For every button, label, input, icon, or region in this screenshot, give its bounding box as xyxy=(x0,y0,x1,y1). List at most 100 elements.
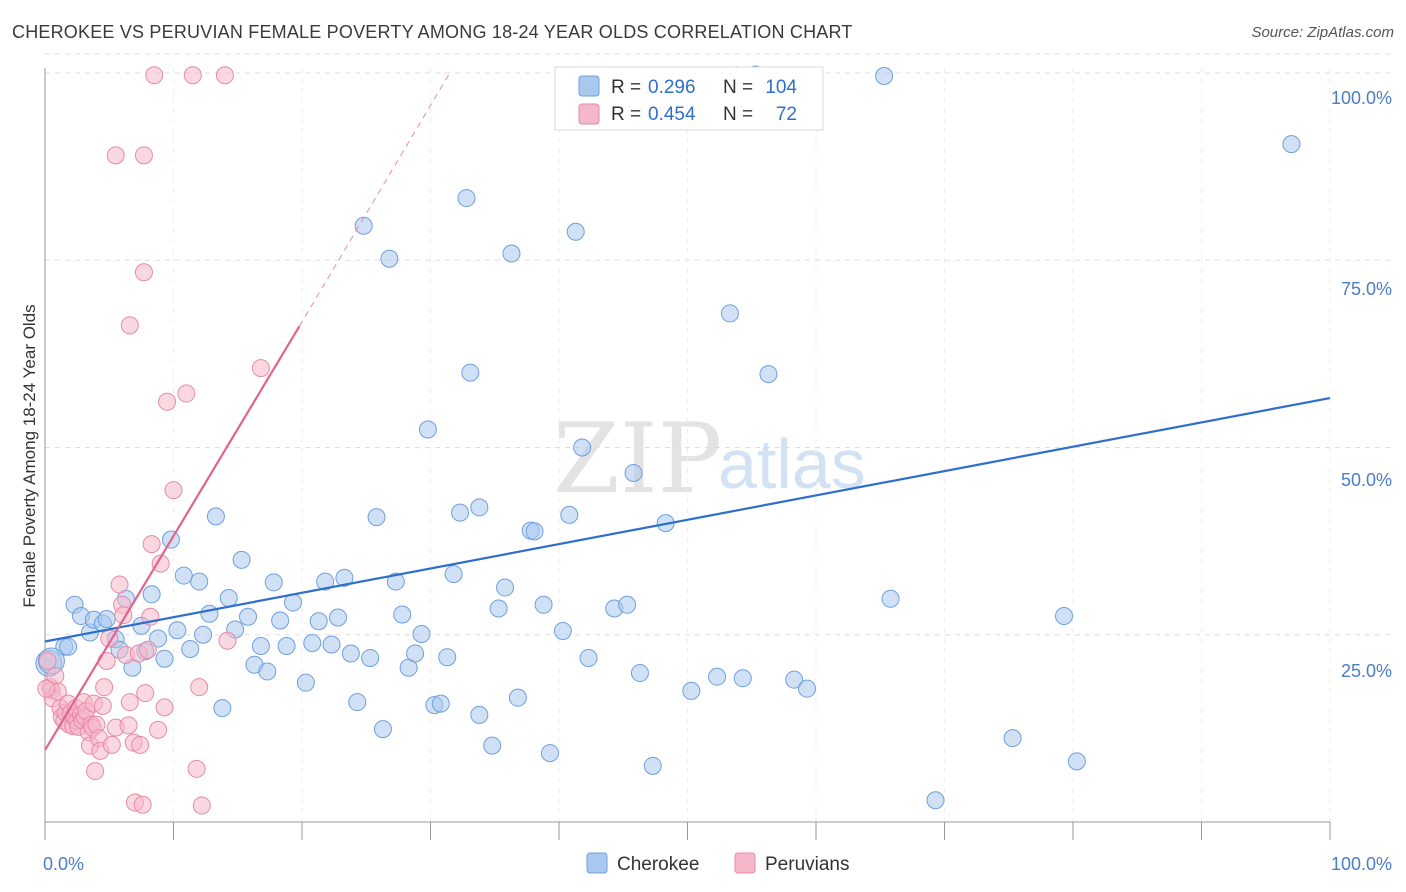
cherokee-point-39 xyxy=(303,633,322,652)
peruvian-trend-extension xyxy=(299,72,451,327)
peruvian-point-65 xyxy=(218,631,237,650)
legend-cherokee-label: Cherokee xyxy=(617,854,699,875)
y-tick-label-75: 75.0% xyxy=(1341,279,1392,299)
cherokee-point-52 xyxy=(386,572,405,591)
cherokee-point-97 xyxy=(881,589,900,608)
peruvian-point-62 xyxy=(190,678,209,697)
cherokee-point-29 xyxy=(232,550,251,569)
peruvian-n-value: 72 xyxy=(776,104,797,125)
x-axis-ticks xyxy=(44,822,1331,840)
cherokee-point-47 xyxy=(354,216,373,235)
cherokee-trend-line xyxy=(44,396,1331,643)
cherokee-point-94 xyxy=(785,670,804,689)
peruvian-point-42 xyxy=(119,716,138,735)
cherokee-point-84 xyxy=(630,663,649,682)
watermark-zip: ZIP xyxy=(553,403,722,515)
cherokee-point-26 xyxy=(213,699,232,718)
cherokee-point-8 xyxy=(97,610,116,629)
cherokee-point-98 xyxy=(926,791,945,810)
cherokee-point-46 xyxy=(348,693,367,712)
legend-peruvian-label: Peruvians xyxy=(765,854,850,875)
peruvian-point-52 xyxy=(142,535,161,554)
cherokee-point-25 xyxy=(206,507,225,526)
peruvian-point-50 xyxy=(138,640,157,659)
cherokee-point-64 xyxy=(461,363,480,382)
cherokee-point-76 xyxy=(553,622,572,640)
cherokee-point-68 xyxy=(489,599,508,618)
cherokee-point-23 xyxy=(194,625,213,644)
cherokee-point-32 xyxy=(251,636,270,655)
y-tick-label-25: 25.0% xyxy=(1341,661,1392,681)
cherokee-r-label: R = xyxy=(611,77,641,98)
stats-legend: R = 0.296 N = 104 R = 0.454 N = 72 xyxy=(554,66,824,131)
peruvian-point-56 xyxy=(155,698,174,717)
peruvian-point-36 xyxy=(102,735,121,754)
cherokee-point-42 xyxy=(322,635,341,654)
peruvian-point-28 xyxy=(86,762,105,781)
cherokee-point-2 xyxy=(59,637,78,656)
cherokee-point-96 xyxy=(875,66,894,85)
cherokee-point-55 xyxy=(406,644,425,663)
cherokee-point-99 xyxy=(1003,729,1022,748)
y-tick-label-50: 50.0% xyxy=(1341,470,1392,490)
cherokee-point-40 xyxy=(309,612,328,631)
cherokee-point-67 xyxy=(483,736,502,755)
x-tick-label-min: 0.0% xyxy=(43,854,84,874)
cherokee-point-73 xyxy=(525,522,544,541)
cherokee-point-88 xyxy=(708,667,727,686)
cherokee-point-38 xyxy=(296,673,315,692)
cherokee-point-95 xyxy=(798,679,817,698)
peruvian-point-57 xyxy=(158,392,177,411)
cherokee-point-27 xyxy=(219,589,238,608)
cherokee-point-87 xyxy=(682,681,701,700)
stats-legend-box xyxy=(554,66,824,131)
cherokee-point-71 xyxy=(508,688,527,707)
y-axis-title: Female Poverty Among 18-24 Year Olds xyxy=(20,304,39,607)
cherokee-point-48 xyxy=(361,648,380,667)
cherokee-point-49 xyxy=(367,508,386,527)
trend-lines xyxy=(44,72,1331,751)
peruvian-point-0 xyxy=(38,651,57,670)
peruvian-point-32 xyxy=(93,696,112,715)
peruvian-point-58 xyxy=(164,481,183,500)
cherokee-point-62 xyxy=(451,503,470,522)
cherokee-point-56 xyxy=(412,624,431,643)
cherokee-point-57 xyxy=(418,420,437,439)
peruvian-point-60 xyxy=(183,66,202,85)
cherokee-point-15 xyxy=(142,585,161,604)
peruvian-point-55 xyxy=(151,554,170,573)
peruvian-point-48 xyxy=(133,795,152,814)
cherokee-point-21 xyxy=(181,639,200,658)
peruvian-point-53 xyxy=(145,66,164,85)
cherokee-point-78 xyxy=(566,222,585,241)
peruvian-point-43 xyxy=(120,693,139,712)
peruvian-point-38 xyxy=(110,575,129,594)
peruvian-point-71 xyxy=(37,679,56,698)
legend-cherokee-icon xyxy=(586,852,608,874)
cherokee-point-89 xyxy=(720,304,739,323)
peruvian-point-47 xyxy=(131,735,150,754)
cherokee-point-33 xyxy=(258,662,277,681)
y-tick-labels: 25.0% 50.0% 75.0% 100.0% xyxy=(1331,88,1392,681)
cherokee-point-44 xyxy=(335,568,354,587)
cherokee-point-61 xyxy=(444,565,463,584)
cherokee-point-101 xyxy=(1067,752,1086,771)
cherokee-point-100 xyxy=(1055,607,1074,626)
peruvian-point-63 xyxy=(192,796,211,815)
cherokee-swatch-icon xyxy=(578,75,600,97)
peruvian-point-54 xyxy=(149,720,168,739)
cherokee-point-91 xyxy=(733,669,752,688)
y-tick-label-100: 100.0% xyxy=(1331,88,1392,108)
cherokee-r-value: 0.296 xyxy=(648,77,696,98)
cherokee-point-66 xyxy=(470,705,489,724)
peruvian-point-34 xyxy=(97,651,116,670)
legend-peruvian-icon xyxy=(734,852,756,874)
peruvian-point-59 xyxy=(177,384,196,403)
peruvian-trend-line xyxy=(44,325,301,751)
cherokee-point-79 xyxy=(573,438,592,457)
cherokee-point-45 xyxy=(341,644,360,663)
chart-source: Source: ZipAtlas.com xyxy=(1251,24,1394,41)
cherokee-point-77 xyxy=(560,505,579,524)
cherokee-point-30 xyxy=(239,607,258,626)
